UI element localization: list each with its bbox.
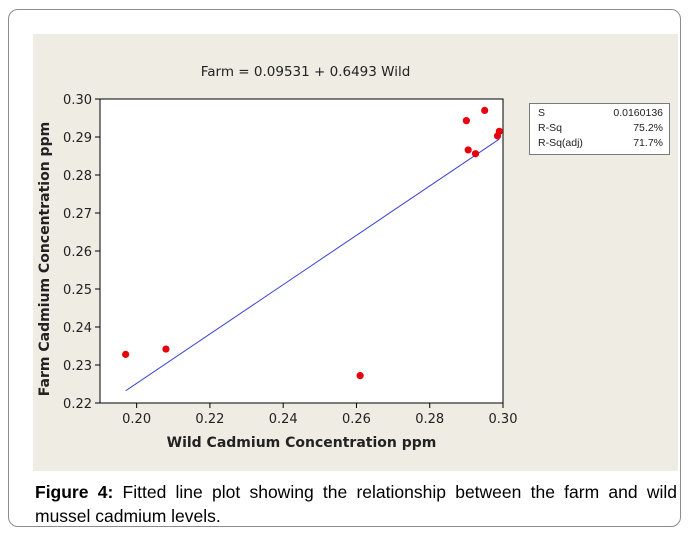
stats-key: S xyxy=(538,107,546,119)
fitted-line xyxy=(125,138,500,392)
plot-area xyxy=(99,98,504,404)
stats-value: 0.0160136 xyxy=(613,107,663,119)
y-tick-label: 0.22 xyxy=(63,397,92,412)
figure-caption-text: Fitted line plot showing the relationshi… xyxy=(35,482,677,526)
y-axis-label: Farm Cadmium Concentration ppm xyxy=(37,122,53,396)
data-point xyxy=(471,150,480,158)
chart-title: Farm = 0.09531 + 0.6493 Wild xyxy=(201,64,411,80)
data-point xyxy=(481,106,489,114)
stats-key: R-Sq xyxy=(538,122,562,134)
data-point xyxy=(462,117,470,125)
x-axis-label: Wild Cadmium Concentration ppm xyxy=(167,435,437,451)
x-tick-label: 0.30 xyxy=(489,412,518,427)
y-tick-label: 0.24 xyxy=(63,321,92,336)
x-tick-label: 0.22 xyxy=(195,412,224,427)
y-tick-label: 0.27 xyxy=(63,207,92,222)
data-point xyxy=(464,146,472,154)
x-tick-label: 0.28 xyxy=(415,412,444,427)
x-tick-label: 0.24 xyxy=(269,412,298,427)
stats-key: R-Sq(adj) xyxy=(538,137,583,149)
figure-label: Figure 4: xyxy=(35,482,114,502)
stats-value: 75.2% xyxy=(633,122,663,134)
x-tick-label: 0.26 xyxy=(342,412,371,427)
stats-row-rsq: R-Sq 75.2% xyxy=(538,122,663,136)
y-tick-label: 0.28 xyxy=(63,169,92,184)
data-point xyxy=(162,345,170,353)
stats-row-rsq-adj: R-Sq(adj) 71.7% xyxy=(538,137,663,151)
y-tick-label: 0.29 xyxy=(63,131,92,146)
y-tick-label: 0.30 xyxy=(63,93,92,108)
y-tick-label: 0.25 xyxy=(63,283,92,298)
data-point xyxy=(495,127,503,135)
stats-row-s: S 0.0160136 xyxy=(538,107,663,121)
stats-box: S 0.0160136 R-Sq 75.2% R-Sq(adj) 71.7% xyxy=(529,103,670,155)
x-tick-label: 0.20 xyxy=(122,412,151,427)
data-point xyxy=(356,372,364,380)
figure-caption: Figure 4: Fitted line plot showing the r… xyxy=(35,480,677,528)
y-tick-label: 0.26 xyxy=(63,245,92,260)
figure-frame: Farm = 0.09531 + 0.6493 Wild 0.20 0.22 0.24… xyxy=(8,9,681,527)
data-point xyxy=(122,350,130,358)
stats-value: 71.7% xyxy=(633,137,663,149)
fitted-line-plot: Farm = 0.09531 + 0.6493 Wild 0.20 0.22 0.24… xyxy=(37,64,518,451)
y-tick-label: 0.23 xyxy=(63,359,92,374)
